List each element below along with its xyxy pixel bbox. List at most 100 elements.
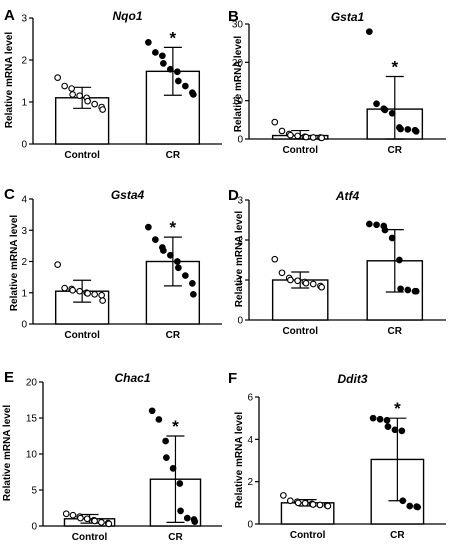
panel-c-ylabel: Relative mRNA level [9, 215, 20, 312]
panel-b-point-cr [365, 28, 373, 36]
panel-d-title: Atf4 [335, 189, 360, 203]
panel-a-ytick-label: 1 [21, 98, 27, 109]
panel-f-point-cr [399, 497, 407, 505]
panel-a-point-control [68, 85, 75, 92]
panel-f-point-cr [376, 415, 384, 423]
panel-a-ytick-label: 0 [21, 140, 27, 151]
panel-a-point-control [84, 97, 91, 105]
panel-b-point-cr [381, 106, 389, 114]
panel-f-point-control [280, 492, 287, 499]
panel-e-ytick-label: 5 [31, 486, 37, 497]
panel-f-title: Ddit3 [338, 372, 368, 386]
panel-e-point-cr [176, 480, 184, 487]
panel-c-significance-cr: * [170, 218, 177, 237]
panel-c-point-cr [145, 223, 152, 231]
panel-d-point-control [287, 276, 294, 284]
panel-e-point-control [105, 520, 113, 528]
panel-c-ytick-label: 1 [21, 288, 27, 299]
panel-f-point-control [316, 501, 324, 509]
panel-e-ytick-label: 0 [31, 522, 37, 533]
panel-b-point-control [318, 134, 326, 142]
panel-b-point-cr [412, 127, 420, 135]
panel-e-xtick-cr: CR [168, 532, 183, 543]
panel-d-point-cr [396, 256, 403, 264]
panel-b-point-control [309, 134, 317, 141]
panel-d-xtick-cr: CR [388, 326, 403, 337]
panel-f-point-control [324, 502, 332, 510]
panel-f-point-cr [414, 503, 421, 511]
panel-a-point-control [69, 91, 76, 98]
panel-b-point-cr [397, 125, 404, 133]
panel-d-point-cr [365, 220, 373, 228]
panel-e-point-control [69, 511, 77, 519]
panel-f-point-control [294, 499, 302, 507]
panel-a-point-cr [160, 60, 167, 67]
panel-c-point-cr [167, 251, 174, 259]
panel-b-point-control [294, 132, 301, 140]
panel-c-ytick-label: 4 [21, 195, 27, 206]
panel-b-point-control [287, 131, 294, 139]
panel-b-point-cr [404, 126, 412, 133]
panel-a-point-cr [152, 49, 159, 56]
panel-d-point-control [309, 280, 317, 288]
panel-e-xtick-control: Control [72, 532, 108, 543]
panel-a-xtick-control: Control [64, 150, 100, 161]
panel-b-xtick-control: Control [282, 145, 318, 156]
panel-d-ytick-label: 1 [237, 276, 243, 287]
panel-a-point-cr [145, 39, 152, 46]
panel-f-point-cr [398, 427, 406, 435]
panel-c-point-control [84, 290, 91, 297]
panel-f-xtick-cr: CR [390, 530, 405, 541]
panel-c-point-cr [152, 236, 159, 243]
panel-c-point-cr [189, 280, 196, 287]
panel-b-point-control [271, 118, 279, 126]
panel-e-point-cr [155, 416, 163, 423]
panel-f-ytick-label: 2 [247, 477, 253, 488]
panel-e-ytick-label: 20 [26, 378, 38, 389]
panel-a-point-cr [190, 91, 197, 98]
panel-b-point-cr [373, 100, 380, 108]
panel-d-point-control [318, 283, 326, 291]
panel-e-point-cr [183, 514, 191, 522]
panel-a-point-cr [175, 77, 182, 85]
panel-b-ytick-label: 0 [237, 135, 243, 146]
panel-c-point-control [61, 284, 68, 292]
panel-d-point-cr [388, 234, 396, 242]
panel-e-point-cr [148, 407, 156, 415]
panel-f-point-control [309, 501, 317, 508]
panel-a-ylabel: Relative mRNA level [4, 32, 15, 129]
panel-a-ytick-label: 3 [21, 14, 27, 25]
panel-c-point-control [54, 261, 61, 268]
panel-e-title: Chac1 [114, 371, 150, 385]
panel-e-significance-cr: * [172, 417, 179, 436]
panel-c-ytick-label: 2 [21, 257, 27, 268]
panel-a-point-control [99, 106, 106, 113]
panel-e-ytick-label: 10 [26, 450, 38, 461]
panel-e-ylabel: Relative mRNA level [2, 405, 13, 502]
panel-c-letter: C [4, 186, 15, 203]
panel-c-point-cr [182, 272, 189, 279]
panel-f-ytick-label: 4 [247, 435, 253, 446]
panel-b-ytick-label: 10 [232, 96, 244, 107]
panel-c-title: Gsta4 [111, 188, 145, 202]
panel-d-point-control [271, 255, 279, 263]
panel-d-xtick-control: Control [282, 326, 318, 337]
panel-f-point-cr [383, 416, 391, 424]
panel-d-point-control [302, 279, 310, 287]
panel-c-ytick-label: 3 [21, 226, 27, 237]
panel-c-point-control [91, 290, 98, 298]
panel-f-significance-cr: * [394, 399, 401, 418]
panel-c-point-control [76, 287, 83, 295]
panel-b-point-cr [388, 109, 396, 117]
panel-b-title: Gsta1 [331, 10, 365, 24]
panel-e-point-cr [163, 454, 170, 461]
panel-f-letter: F [228, 370, 237, 387]
panel-d-point-cr [412, 287, 420, 295]
panel-e-ytick-label: 15 [26, 414, 38, 425]
panel-d-ytick-label: 0 [237, 316, 243, 327]
panel-a-point-control [61, 82, 68, 90]
panel-a-ytick-label: 2 [21, 56, 27, 67]
panel-b-ylabel: Relative mRNA level [233, 36, 244, 133]
panel-f-point-cr [369, 414, 377, 422]
